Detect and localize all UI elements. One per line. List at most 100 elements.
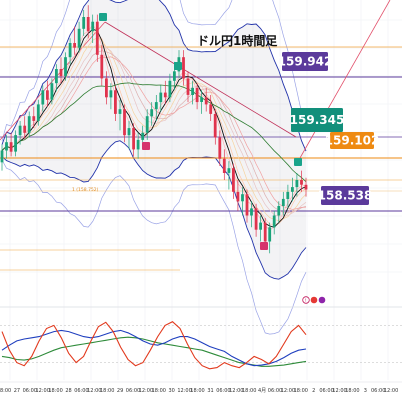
price-tag-label: 158.538 [318,189,373,203]
x-tick-label: 29 [117,388,123,394]
candle-body [5,142,8,151]
x-tick-label: 28 [65,388,71,394]
x-tick-label: 30 [169,388,175,394]
candle-body [191,87,194,95]
x-tick-label: 12:00 [229,388,243,394]
magenta-marker-down-icon [142,142,150,150]
candle-body [277,206,281,216]
band-upper-2 [1,0,307,152]
candle-body [32,116,36,121]
candle-body [132,128,135,150]
candle-body [286,191,290,199]
candle-body [272,215,276,228]
candle-body [73,43,76,48]
x-tick-label: 18:00 [190,388,204,394]
x-tick-label: 06:00 [126,388,140,394]
x-tick-label: 06:00 [371,388,385,394]
osc-blue-line [1,329,307,367]
candle-body [195,87,199,103]
x-tick-label: 12:00 [384,388,398,394]
osc-red-line [1,321,307,370]
trendline-rising [0,21,106,141]
candle-body [141,132,145,140]
candle-body [0,150,4,163]
x-tick-label: 12:00 [332,388,346,394]
candle-body [150,109,154,117]
candle-body [204,97,208,105]
candle-body [14,135,17,152]
candle-body [50,83,54,100]
x-tick-label: 27 [14,388,20,394]
price-tag-label: 159.102 [325,134,380,148]
candle-body [218,137,222,159]
x-tick-label: 12:00 [281,388,295,394]
teal-marker-up-icon [174,62,182,70]
alert-icon[interactable] [302,296,310,304]
candle-body [159,92,163,103]
candle-body [95,21,99,55]
candle-body [136,139,140,150]
band-upper-3 [1,0,307,142]
x-tick-label: 12:00 [35,388,49,394]
candle-body [213,113,217,138]
record-icon[interactable] [310,296,318,304]
price-tag-label: 159.345 [290,113,345,127]
candle-body [281,198,285,206]
magenta-marker-down-icon [260,242,268,250]
teal-marker-up-icon [294,158,302,166]
price-tag-box [282,52,328,71]
x-tick-label: 18:00 [0,388,11,394]
candle-body [154,102,158,110]
x-tick-label: 12:00 [139,388,153,394]
price-tag-box [291,108,343,132]
chart-title: ドル円1時間足 [197,33,277,48]
x-tick-label: 12:00 [87,388,101,394]
candle-body [109,90,113,98]
ma-ribbon-8 [1,37,307,222]
candle-body [82,17,86,29]
oscillator-header: ! [302,296,326,304]
ma-ribbon-10 [1,44,307,217]
x-tick-label: 4月 [258,388,266,394]
candle-body [163,92,167,98]
candle-body [173,71,176,81]
candle-body [245,194,249,216]
candle-body [295,180,299,188]
teal-marker-up-icon [99,13,107,21]
x-tick-label: 06:00 [74,388,88,394]
x-tick-label: 2 [312,388,315,394]
ma-slow [1,82,307,182]
candle-body [268,227,272,242]
candle-body [186,78,190,95]
candlesticks [0,5,308,254]
price-tag-box [321,186,369,205]
candle-body [241,194,244,202]
settings-dot-icon[interactable] [318,296,326,304]
price-tag-label: 159.942 [278,55,333,69]
band-lower-3 [1,159,307,335]
candle-body [23,125,27,133]
candle-body [68,43,72,58]
trend-lines [0,0,391,166]
candle-body [222,158,226,173]
band-fill [2,0,306,280]
candle-body [118,109,122,114]
fib-level-label: 1 (158.752) [72,187,99,193]
x-tick-label: 06:00 [216,388,230,394]
candle-body [254,208,258,230]
svg-text:!: ! [305,298,307,304]
candle-body [9,142,13,152]
candle-body [91,21,95,32]
candle-body [227,168,231,173]
candle-body [27,116,31,133]
candle-body [304,184,308,190]
candle-body [86,17,90,32]
price-tags: 159.942 159.345 159.102 158.538 [278,52,380,205]
bollinger-bands [1,0,307,335]
candle-body [114,90,117,114]
candle-body [250,208,253,216]
x-tick-label: 18:00 [345,388,359,394]
candle-body [18,125,22,136]
x-tick-label: 18:00 [100,388,114,394]
